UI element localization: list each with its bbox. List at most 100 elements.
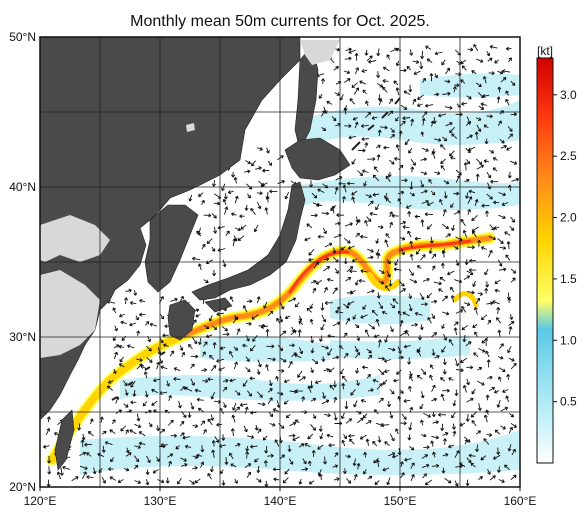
current-arrow	[375, 238, 380, 244]
current-arrow	[384, 334, 389, 343]
current-arrow	[129, 429, 137, 435]
current-arrow	[343, 78, 351, 83]
current-arrow	[267, 310, 274, 317]
current-arrow	[221, 326, 229, 332]
current-arrow	[475, 117, 482, 121]
current-arrow	[169, 350, 175, 357]
current-arrow	[112, 368, 117, 375]
current-arrow	[210, 364, 217, 372]
current-arrow	[505, 46, 512, 51]
current-arrow	[167, 419, 174, 426]
current-arrow	[488, 235, 496, 241]
current-arrow	[467, 290, 475, 295]
current-arrow	[287, 445, 292, 452]
current-arrow	[298, 315, 303, 322]
current-arrow	[367, 388, 374, 393]
current-arrow	[317, 188, 325, 194]
colorbar-tick-label: 2.5	[560, 149, 577, 163]
hokkaido	[284, 137, 351, 181]
current-arrow	[455, 259, 460, 266]
current-arrow	[375, 318, 380, 327]
current-arrow	[372, 192, 380, 197]
current-arrow	[211, 180, 216, 187]
current-arrow	[213, 226, 218, 234]
current-arrow	[180, 457, 187, 462]
current-arrow	[309, 303, 314, 310]
current-arrow	[395, 116, 399, 122]
current-arrow	[307, 385, 312, 393]
current-arrow	[99, 416, 104, 423]
current-arrow	[207, 377, 214, 382]
current-arrow	[160, 365, 168, 370]
current-arrow	[367, 289, 375, 294]
current-arrow	[465, 192, 470, 199]
current-arrow	[322, 391, 326, 399]
current-arrow	[487, 249, 493, 258]
current-arrow	[56, 471, 62, 480]
current-arrow	[312, 287, 317, 294]
current-arrow	[315, 279, 323, 285]
current-arrow	[428, 248, 433, 254]
current-arrow	[488, 71, 495, 76]
current-arrow	[274, 439, 280, 447]
current-arrow	[431, 435, 440, 440]
current-arrow	[159, 428, 166, 434]
current-arrow	[196, 397, 204, 402]
current-arrow	[139, 312, 146, 317]
current-arrow	[497, 120, 502, 126]
current-arrow	[125, 447, 130, 454]
current-arrow	[310, 213, 318, 218]
map-gridlines	[40, 37, 520, 487]
current-arrow	[297, 370, 303, 378]
current-arrow	[430, 190, 436, 196]
current-arrow	[388, 452, 396, 457]
current-arrow	[160, 442, 168, 447]
current-arrow	[510, 216, 516, 223]
current-arrow	[311, 192, 318, 199]
current-arrow	[442, 91, 451, 96]
current-arrow	[260, 324, 268, 329]
current-arrow	[498, 192, 506, 197]
current-arrow	[427, 317, 432, 324]
current-arrow	[496, 466, 501, 473]
honshu	[191, 181, 306, 301]
current-arrow	[257, 147, 263, 151]
current-arrow	[245, 356, 250, 362]
current-arrow	[409, 278, 418, 284]
current-arrow	[283, 379, 290, 384]
current-arrow	[440, 165, 446, 171]
current-arrow	[496, 447, 501, 455]
current-arrow	[509, 225, 515, 231]
current-arrow	[129, 322, 137, 327]
current-arrow	[190, 378, 195, 386]
current-arrow	[443, 191, 448, 199]
current-arrow	[407, 357, 412, 365]
current-arrow	[207, 418, 213, 426]
current-arrow	[441, 467, 446, 474]
current-arrow	[123, 467, 130, 472]
current-arrow	[257, 402, 266, 407]
current-arrow	[322, 227, 327, 235]
current-arrow	[442, 369, 447, 375]
current-arrow	[236, 328, 241, 335]
current-arrow	[182, 435, 190, 440]
current-arrow	[510, 268, 517, 274]
current-arrow	[332, 287, 338, 295]
current-arrow	[285, 414, 291, 419]
current-arrow	[229, 350, 234, 358]
current-arrow	[124, 297, 129, 305]
current-arrow	[249, 345, 256, 352]
current-arrow	[471, 420, 477, 427]
current-arrow	[441, 250, 446, 258]
current-arrow	[461, 65, 467, 71]
current-arrow	[202, 379, 209, 384]
current-arrow	[389, 326, 394, 333]
current-arrow	[489, 475, 496, 481]
current-arrow	[424, 479, 432, 486]
current-arrow	[323, 287, 328, 293]
current-arrow	[409, 253, 414, 261]
current-arrow	[463, 302, 471, 306]
current-arrow	[434, 354, 440, 359]
current-arrow	[148, 422, 153, 428]
current-arrow	[333, 412, 338, 421]
